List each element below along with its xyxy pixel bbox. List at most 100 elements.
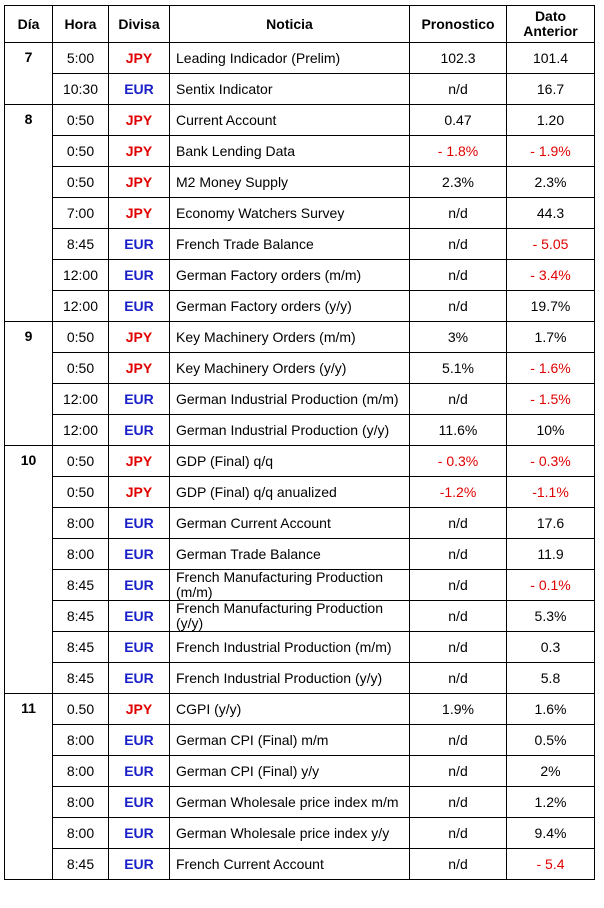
cell-divisa: EUR bbox=[108, 817, 170, 849]
cell-noticia: German Wholesale price index y/y bbox=[169, 817, 410, 849]
header-dato-anterior-line1: Dato bbox=[534, 8, 567, 24]
table-body: 7 5:00 JPY Leading Indicador (Prelim) 102.3 1… bbox=[4, 42, 595, 880]
cell-hora: 0:50 bbox=[52, 321, 109, 353]
cell-dato-anterior: 9.4% bbox=[506, 817, 595, 849]
header-hora: Hora bbox=[52, 5, 109, 43]
table-row: 8:00 EUR German Trade Balance n/d 11.9 bbox=[5, 538, 595, 570]
cell-dato-anterior: 16.7 bbox=[506, 73, 595, 105]
table-row: 0:50 JPY GDP (Final) q/q anualized -1.2% -1.… bbox=[5, 476, 595, 508]
cell-dia: 10 bbox=[4, 445, 53, 694]
cell-divisa: EUR bbox=[108, 507, 170, 539]
cell-hora: 8:45 bbox=[52, 228, 109, 260]
header-dato-anterior-line2: Anterior bbox=[523, 23, 578, 39]
cell-hora: 5:00 bbox=[52, 42, 109, 74]
cell-pronostico: 0.47 bbox=[409, 104, 507, 136]
cell-noticia: German Industrial Production (y/y) bbox=[169, 414, 410, 446]
cell-pronostico: -1.2% bbox=[409, 476, 507, 508]
cell-noticia: German Industrial Production (m/m) bbox=[169, 383, 410, 415]
cell-hora: 0.50 bbox=[52, 693, 109, 725]
cell-hora: 12:00 bbox=[52, 414, 109, 446]
cell-noticia: French Industrial Production (m/m) bbox=[169, 631, 410, 663]
cell-hora: 8:45 bbox=[52, 631, 109, 663]
cell-noticia: Bank Lending Data bbox=[169, 135, 410, 167]
cell-pronostico: n/d bbox=[409, 724, 507, 756]
cell-pronostico: n/d bbox=[409, 631, 507, 663]
cell-divisa: EUR bbox=[108, 228, 170, 260]
table-row: 12:00 EUR German Factory orders (m/m) n/d - … bbox=[5, 259, 595, 291]
cell-hora: 8:00 bbox=[52, 724, 109, 756]
cell-noticia: German CPI (Final) m/m bbox=[169, 724, 410, 756]
cell-pronostico: 1.9% bbox=[409, 693, 507, 725]
cell-pronostico: 3% bbox=[409, 321, 507, 353]
cell-dia: 7 bbox=[4, 42, 53, 105]
cell-pronostico: n/d bbox=[409, 383, 507, 415]
cell-dato-anterior: 1.20 bbox=[506, 104, 595, 136]
cell-hora: 12:00 bbox=[52, 290, 109, 322]
table-row: 9 0:50 JPY Key Machinery Orders (m/m) 3% 1.7% bbox=[4, 321, 595, 446]
cell-dato-anterior: 1.2% bbox=[506, 786, 595, 818]
cell-divisa: EUR bbox=[108, 569, 170, 601]
cell-pronostico: n/d bbox=[409, 259, 507, 291]
cell-divisa: EUR bbox=[108, 755, 170, 787]
cell-pronostico: n/d bbox=[409, 662, 507, 694]
table-row: 8:45 EUR French Industrial Production (m/m… bbox=[5, 631, 595, 663]
cell-hora: 10:30 bbox=[52, 73, 109, 105]
cell-dia: 11 bbox=[4, 693, 53, 880]
cell-hora: 8:45 bbox=[52, 662, 109, 694]
table-row: 8:00 EUR German CPI (Final) y/y n/d 2% bbox=[5, 755, 595, 787]
cell-dia: 8 bbox=[4, 104, 53, 322]
cell-noticia: Sentix Indicator bbox=[169, 73, 410, 105]
cell-pronostico: 11.6% bbox=[409, 414, 507, 446]
table-row: 8:00 EUR German Current Account n/d 17.6 bbox=[5, 507, 595, 539]
cell-pronostico: n/d bbox=[409, 197, 507, 229]
cell-divisa: JPY bbox=[108, 197, 170, 229]
cell-dato-anterior: 1.7% bbox=[506, 321, 595, 353]
cell-noticia: M2 Money Supply bbox=[169, 166, 410, 198]
cell-dato-anterior: -1.1% bbox=[506, 476, 595, 508]
cell-dato-anterior: 17.6 bbox=[506, 507, 595, 539]
cell-hora: 8:00 bbox=[52, 755, 109, 787]
cell-divisa: EUR bbox=[108, 631, 170, 663]
cell-noticia: Current Account bbox=[169, 104, 410, 136]
cell-pronostico: - 0.3% bbox=[409, 445, 507, 477]
cell-divisa: EUR bbox=[108, 259, 170, 291]
cell-pronostico: n/d bbox=[409, 569, 507, 601]
cell-pronostico: n/d bbox=[409, 600, 507, 632]
cell-pronostico: n/d bbox=[409, 73, 507, 105]
cell-hora: 8:45 bbox=[52, 600, 109, 632]
cell-dato-anterior: - 3.4% bbox=[506, 259, 595, 291]
cell-divisa: JPY bbox=[108, 135, 170, 167]
cell-dato-anterior: 0.5% bbox=[506, 724, 595, 756]
cell-hora: 0:50 bbox=[52, 135, 109, 167]
cell-dato-anterior: - 0.3% bbox=[506, 445, 595, 477]
cell-dato-anterior: 2% bbox=[506, 755, 595, 787]
table-row: 12:00 EUR German Industrial Production (m/… bbox=[5, 383, 595, 415]
cell-dato-anterior: - 5.4 bbox=[506, 848, 595, 880]
table-row: 8:45 EUR French Manufacturing Production (… bbox=[5, 600, 595, 632]
cell-dato-anterior: 5.3% bbox=[506, 600, 595, 632]
cell-noticia: French Industrial Production (y/y) bbox=[169, 662, 410, 694]
cell-divisa: JPY bbox=[108, 693, 170, 725]
economic-calendar-table: Día Hora Divisa Noticia Pronostico Dato … bbox=[4, 5, 595, 880]
cell-pronostico: n/d bbox=[409, 786, 507, 818]
cell-dato-anterior: 10% bbox=[506, 414, 595, 446]
table-row: 0:50 JPY Bank Lending Data - 1.8% - 1.9% bbox=[5, 135, 595, 167]
table-row: 8:45 EUR French Current Account n/d - 5.4 bbox=[5, 848, 595, 880]
cell-dato-anterior: - 1.6% bbox=[506, 352, 595, 384]
cell-hora: 7:00 bbox=[52, 197, 109, 229]
table-row: 8:45 EUR French Industrial Production (y/y… bbox=[5, 662, 595, 694]
cell-hora: 12:00 bbox=[52, 259, 109, 291]
cell-divisa: JPY bbox=[108, 352, 170, 384]
cell-hora: 8:00 bbox=[52, 507, 109, 539]
cell-noticia: German Wholesale price index m/m bbox=[169, 786, 410, 818]
cell-dato-anterior: - 1.5% bbox=[506, 383, 595, 415]
cell-hora: 0:50 bbox=[52, 166, 109, 198]
cell-noticia: French Manufacturing Production (y/y) bbox=[169, 600, 410, 632]
cell-pronostico: n/d bbox=[409, 290, 507, 322]
table-row: 8 0:50 JPY Current Account 0.47 1.20 bbox=[4, 104, 595, 322]
cell-noticia: Leading Indicador (Prelim) bbox=[169, 42, 410, 74]
cell-hora: 8:00 bbox=[52, 538, 109, 570]
cell-dato-anterior: - 1.9% bbox=[506, 135, 595, 167]
cell-dato-anterior: - 0.1% bbox=[506, 569, 595, 601]
cell-divisa: EUR bbox=[108, 383, 170, 415]
